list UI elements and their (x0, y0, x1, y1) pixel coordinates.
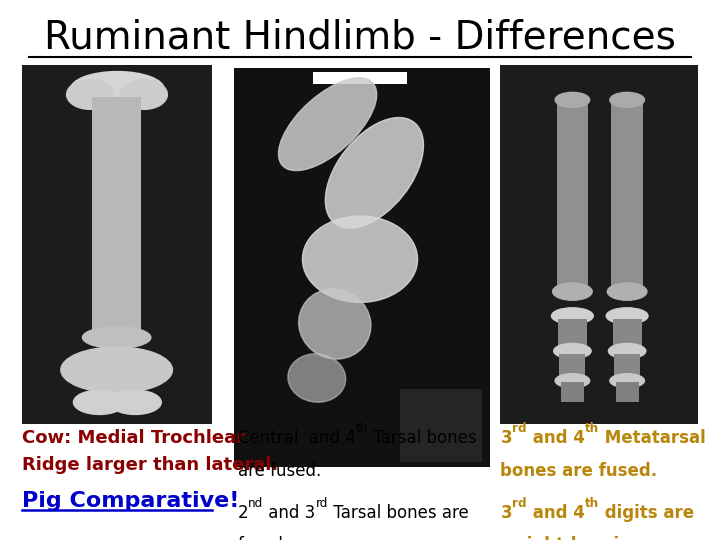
Text: rd: rd (512, 497, 526, 510)
Ellipse shape (73, 390, 125, 415)
Text: 3: 3 (500, 504, 512, 522)
Ellipse shape (325, 118, 423, 228)
Text: and 4: and 4 (526, 504, 585, 522)
Text: Tarsal bones are: Tarsal bones are (328, 504, 469, 522)
Text: th: th (585, 497, 599, 510)
Text: th: th (585, 422, 599, 435)
Text: weight-bearing.: weight-bearing. (500, 536, 649, 540)
Text: 3: 3 (500, 429, 512, 447)
Ellipse shape (288, 354, 346, 402)
Bar (234, 68, 490, 467)
Ellipse shape (66, 79, 114, 109)
Ellipse shape (299, 289, 371, 359)
Ellipse shape (121, 79, 167, 109)
Bar (613, 319, 642, 348)
Text: and 3: and 3 (264, 504, 316, 522)
Ellipse shape (71, 71, 164, 107)
Ellipse shape (554, 343, 591, 359)
Text: nd: nd (248, 497, 264, 510)
Text: Tarsal bones: Tarsal bones (368, 429, 477, 447)
Ellipse shape (279, 78, 377, 171)
Bar (400, 389, 482, 462)
Text: digits are: digits are (599, 504, 694, 522)
Ellipse shape (610, 92, 644, 107)
Text: fused: fused (238, 536, 284, 540)
Bar (616, 382, 639, 402)
Bar (558, 319, 587, 348)
Ellipse shape (555, 374, 590, 388)
Text: Cow: Medial Trochlear: Cow: Medial Trochlear (22, 429, 245, 447)
Ellipse shape (552, 283, 592, 300)
Bar (557, 103, 588, 292)
Text: are fused.: are fused. (238, 462, 321, 480)
Text: rd: rd (316, 497, 328, 510)
Text: Ridge larger than lateral.: Ridge larger than lateral. (22, 456, 278, 474)
Text: 2: 2 (238, 504, 248, 522)
Ellipse shape (302, 216, 418, 302)
Text: Ruminant Hindlimb - Differences: Ruminant Hindlimb - Differences (44, 19, 676, 57)
Ellipse shape (608, 343, 646, 359)
Text: and 4: and 4 (526, 429, 585, 447)
Bar (92, 97, 141, 346)
Text: Pig Comparative!: Pig Comparative! (22, 491, 239, 511)
Text: Central  and 4: Central and 4 (238, 429, 356, 447)
Bar (559, 354, 585, 378)
Ellipse shape (60, 347, 173, 393)
Ellipse shape (606, 308, 648, 324)
Ellipse shape (555, 92, 590, 107)
Bar (614, 354, 640, 378)
Text: rd: rd (512, 422, 526, 435)
Ellipse shape (552, 308, 593, 324)
Text: bones are fused.: bones are fused. (500, 462, 657, 480)
Bar (500, 65, 698, 424)
Text: th: th (356, 422, 368, 435)
Bar (313, 72, 407, 84)
Text: Metatarsal: Metatarsal (599, 429, 706, 447)
Bar (611, 103, 643, 292)
Bar (561, 382, 584, 402)
Ellipse shape (82, 327, 151, 348)
Bar (22, 65, 212, 424)
Ellipse shape (608, 283, 647, 300)
Ellipse shape (610, 374, 644, 388)
Ellipse shape (109, 390, 161, 415)
